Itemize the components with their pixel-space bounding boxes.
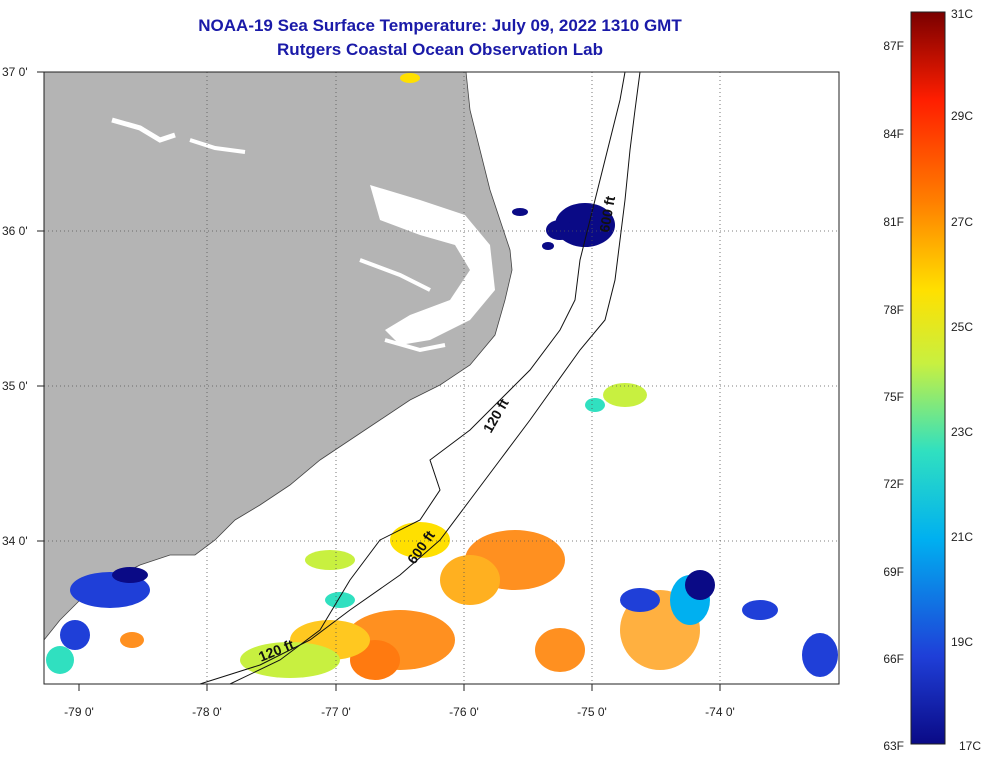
contour-600ft [199,72,641,684]
colorbar-c-label-19: 19C [951,635,973,649]
chart-title: NOAA-19 Sea Surface Temperature: July 09… [198,16,682,35]
chart-subtitle: Rutgers Coastal Ocean Observation Lab [277,40,603,59]
grid [44,72,839,684]
colorbar-f-label-81: 81F [883,215,904,229]
lon-label-78: -78 0' [192,705,222,719]
river-1 [111,117,176,143]
lon-label-74: -74 0' [705,705,735,719]
colorbar-c-label-21: 21C [951,530,973,544]
map-border [43,71,840,685]
colorbar-f-label-63: 63F [883,739,904,753]
colorbar-f-label-72: 72F [883,477,904,491]
ticks [37,71,721,691]
colorbar-f-label-66: 66F [883,652,904,666]
lon-label-75: -75 0' [577,705,607,719]
colorbar-c-label-23: 23C [951,425,973,439]
lat-label-36: 36 0' [2,224,28,238]
river-2 [189,138,246,154]
colorbar-f-label-87: 87F [883,39,904,53]
colorbar-c-label-27: 27C [951,215,973,229]
river-4 [384,338,446,353]
lon-label-76: -76 0' [449,705,479,719]
contour-label-600-north: 600 ft [596,194,618,233]
lat-label-37: 37 0' [2,65,28,79]
contour-120ft [229,72,626,684]
lon-label-77: -77 0' [321,705,351,719]
colorbar-f-label-69: 69F [883,565,904,579]
colorbar-c-label-29: 29C [951,109,973,123]
lat-label-34: 34 0' [2,534,28,548]
colorbar-c-label-25: 25C [951,320,973,334]
sst-data [46,73,838,680]
colorbar-f-label-75: 75F [883,390,904,404]
colorbar-f-label-78: 78F [883,303,904,317]
colorbar-f-label-84: 84F [883,127,904,141]
colorbar [910,11,946,745]
river-3 [359,258,431,292]
colorbar-c-label-31: 31C [951,7,973,21]
lon-label-79: -79 0' [64,705,94,719]
lat-label-35: 35 0' [2,379,28,393]
colorbar-c-label-17: 17C [959,739,981,753]
